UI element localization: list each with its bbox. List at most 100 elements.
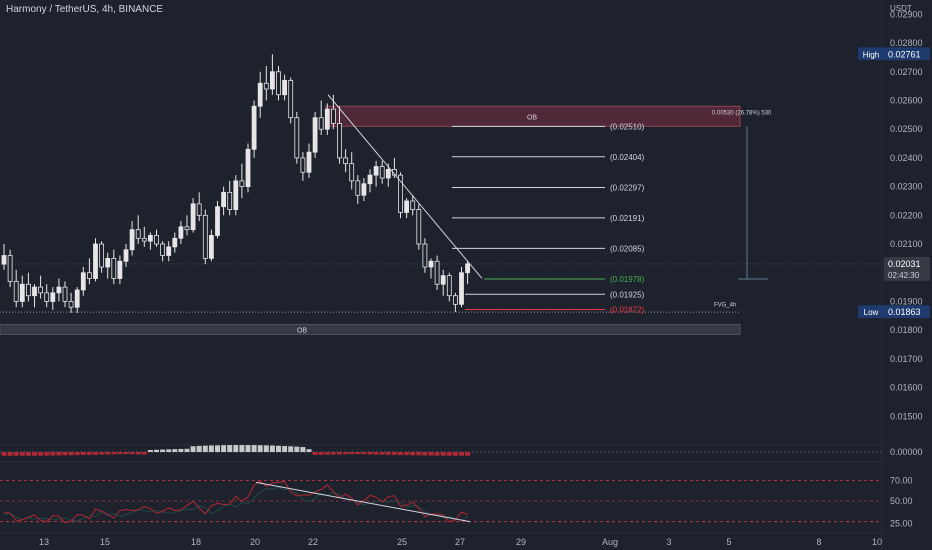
- macd-bar: [80, 452, 86, 455]
- rsi-line: [3, 480, 468, 524]
- macd-bar: [410, 452, 416, 456]
- macd-bar: [404, 452, 410, 456]
- trendline: [327, 94, 483, 279]
- candle-body: [129, 229, 135, 251]
- candle-body: [68, 301, 74, 308]
- price-tick-label: 0.02400: [890, 153, 923, 163]
- time-tick-label: 25: [397, 537, 407, 547]
- candle-body: [19, 283, 25, 302]
- candle-body: [337, 123, 342, 159]
- candle-body: [105, 257, 111, 268]
- macd-bar: [257, 445, 263, 452]
- candle-body: [233, 180, 239, 210]
- macd-bar: [245, 445, 251, 452]
- macd-bar: [373, 452, 379, 455]
- candle-body: [410, 200, 416, 210]
- fib-level-label: (0.01872): [610, 305, 645, 314]
- time-tick-label: 3: [666, 537, 671, 547]
- macd-bar: [227, 445, 233, 452]
- macd-bar: [324, 452, 330, 455]
- rsi-ma-line: [3, 486, 468, 522]
- candle-body: [44, 292, 50, 302]
- macd-bar: [208, 445, 214, 452]
- macd-bar: [105, 452, 111, 455]
- candle-body: [7, 255, 13, 282]
- time-tick-label: 10: [872, 537, 882, 547]
- high-tag-box: [858, 47, 884, 61]
- time-tick-label: 22: [308, 537, 318, 547]
- macd-bar: [398, 452, 403, 456]
- order-block-lower-label: OB: [297, 327, 307, 334]
- macd-bar: [147, 450, 153, 452]
- candle-body: [276, 71, 281, 96]
- macd-bar: [263, 445, 269, 452]
- candle-body: [416, 209, 422, 245]
- candle-body: [80, 272, 86, 291]
- macd-bar: [178, 448, 184, 452]
- candle-body: [160, 243, 166, 256]
- candle-body: [288, 79, 294, 119]
- time-tick-label: 5: [726, 537, 731, 547]
- candle-body: [56, 286, 62, 294]
- candle-body: [25, 283, 31, 297]
- macd-bar: [56, 452, 62, 456]
- candle-body: [62, 286, 68, 302]
- price-tick-label: 0.02100: [890, 239, 923, 249]
- fib-level-label: (0.02404): [610, 153, 645, 162]
- candle-body: [330, 108, 336, 124]
- candle-body: [38, 286, 43, 294]
- candle-body: [404, 200, 410, 213]
- fib-level-label: (0.02510): [610, 122, 645, 131]
- candle-body: [239, 180, 245, 188]
- candle-body: [184, 226, 190, 231]
- macd-bar: [221, 445, 227, 452]
- macd-bar: [166, 449, 172, 452]
- macd-bar: [32, 452, 37, 456]
- candle-body: [300, 157, 306, 173]
- macd-bar: [19, 452, 25, 456]
- price-tick-label: 0.02800: [890, 38, 923, 48]
- candle-body: [208, 235, 214, 259]
- candle-body: [251, 105, 257, 150]
- macd-bar: [86, 452, 92, 455]
- candle-body: [221, 191, 227, 208]
- macd-bar: [44, 452, 50, 456]
- chart-title: Harmony / TetherUS, 4h, BINANCE: [6, 4, 164, 15]
- price-tick-label: 0.01900: [890, 296, 923, 306]
- rsi-trendline: [255, 481, 471, 523]
- macd-bar: [62, 452, 68, 456]
- candle-body: [147, 235, 153, 242]
- time-tick-label: Aug: [602, 537, 618, 547]
- price-tick-label: 0.02600: [890, 95, 923, 105]
- candle-body: [343, 157, 349, 165]
- candle-body: [141, 237, 147, 242]
- candle-body: [93, 243, 98, 279]
- macd-bar: [282, 446, 288, 452]
- candle-body: [245, 148, 251, 188]
- candle-body: [190, 203, 196, 231]
- candle-body: [202, 214, 208, 259]
- macd-bar: [74, 452, 80, 456]
- current-price-box: [884, 256, 930, 281]
- price-tick-label: 0.02900: [890, 9, 923, 19]
- macd-bar: [202, 445, 208, 452]
- macd-bar: [330, 452, 336, 455]
- macd-bar: [172, 449, 178, 452]
- macd-bar: [416, 452, 422, 456]
- price-axis-unit: USDT: [890, 4, 912, 13]
- high-price-label: 0.02761: [888, 49, 921, 59]
- macd-bar: [361, 452, 367, 455]
- candle-body: [434, 260, 440, 285]
- candle-body: [349, 163, 355, 182]
- price-tick-label: 0.02700: [890, 67, 923, 77]
- candle-body: [398, 174, 403, 213]
- time-tick-label: 8: [816, 537, 821, 547]
- macd-bar: [276, 445, 281, 452]
- macd-bar: [239, 445, 245, 452]
- fib-level-label: (0.02085): [610, 244, 645, 253]
- measure-label: 0.00530 (26.78%) 530: [712, 110, 772, 116]
- current-price-label: 0.02031: [888, 259, 921, 269]
- rsi-level-label: 50.00: [890, 496, 913, 506]
- candle-body: [452, 295, 458, 305]
